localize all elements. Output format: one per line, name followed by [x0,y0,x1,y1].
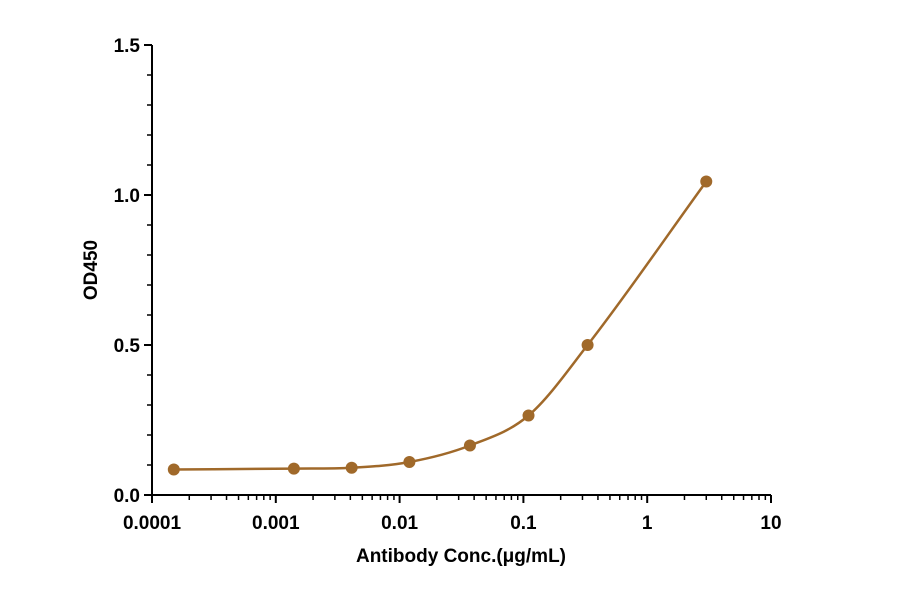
x-tick-label: 0.1 [510,513,537,534]
data-point [463,439,476,452]
data-point [700,175,713,188]
x-tick-label: 10 [760,513,781,534]
x-tick-label: 0.01 [381,513,418,534]
x-tick-label: 0.0001 [123,513,182,534]
x-tick-label: 1 [642,513,653,534]
y-tick-label: 0.5 [114,336,141,357]
data-point [581,339,594,351]
x-tick-label: 0.001 [252,513,300,534]
y-axis-title: OD450 [81,240,102,300]
data-point [522,409,535,422]
x-axis-ticks: 0.0001 0.001 0.01 0.1 1 10 [123,495,782,534]
data-point [167,463,180,476]
y-tick-label: 1.0 [114,186,140,207]
y-tick-label: 1.5 [114,36,141,57]
data-point [403,456,416,468]
data-point [287,462,300,475]
y-tick-label: 0.0 [114,486,140,507]
data-points [167,175,713,476]
x-axis-title: Antibody Conc.(μg/mL) [356,546,566,567]
y-axis-ticks: 0.0 0.5 1.0 1.5 [114,36,152,507]
data-point [345,461,358,474]
fit-curve [173,180,708,471]
